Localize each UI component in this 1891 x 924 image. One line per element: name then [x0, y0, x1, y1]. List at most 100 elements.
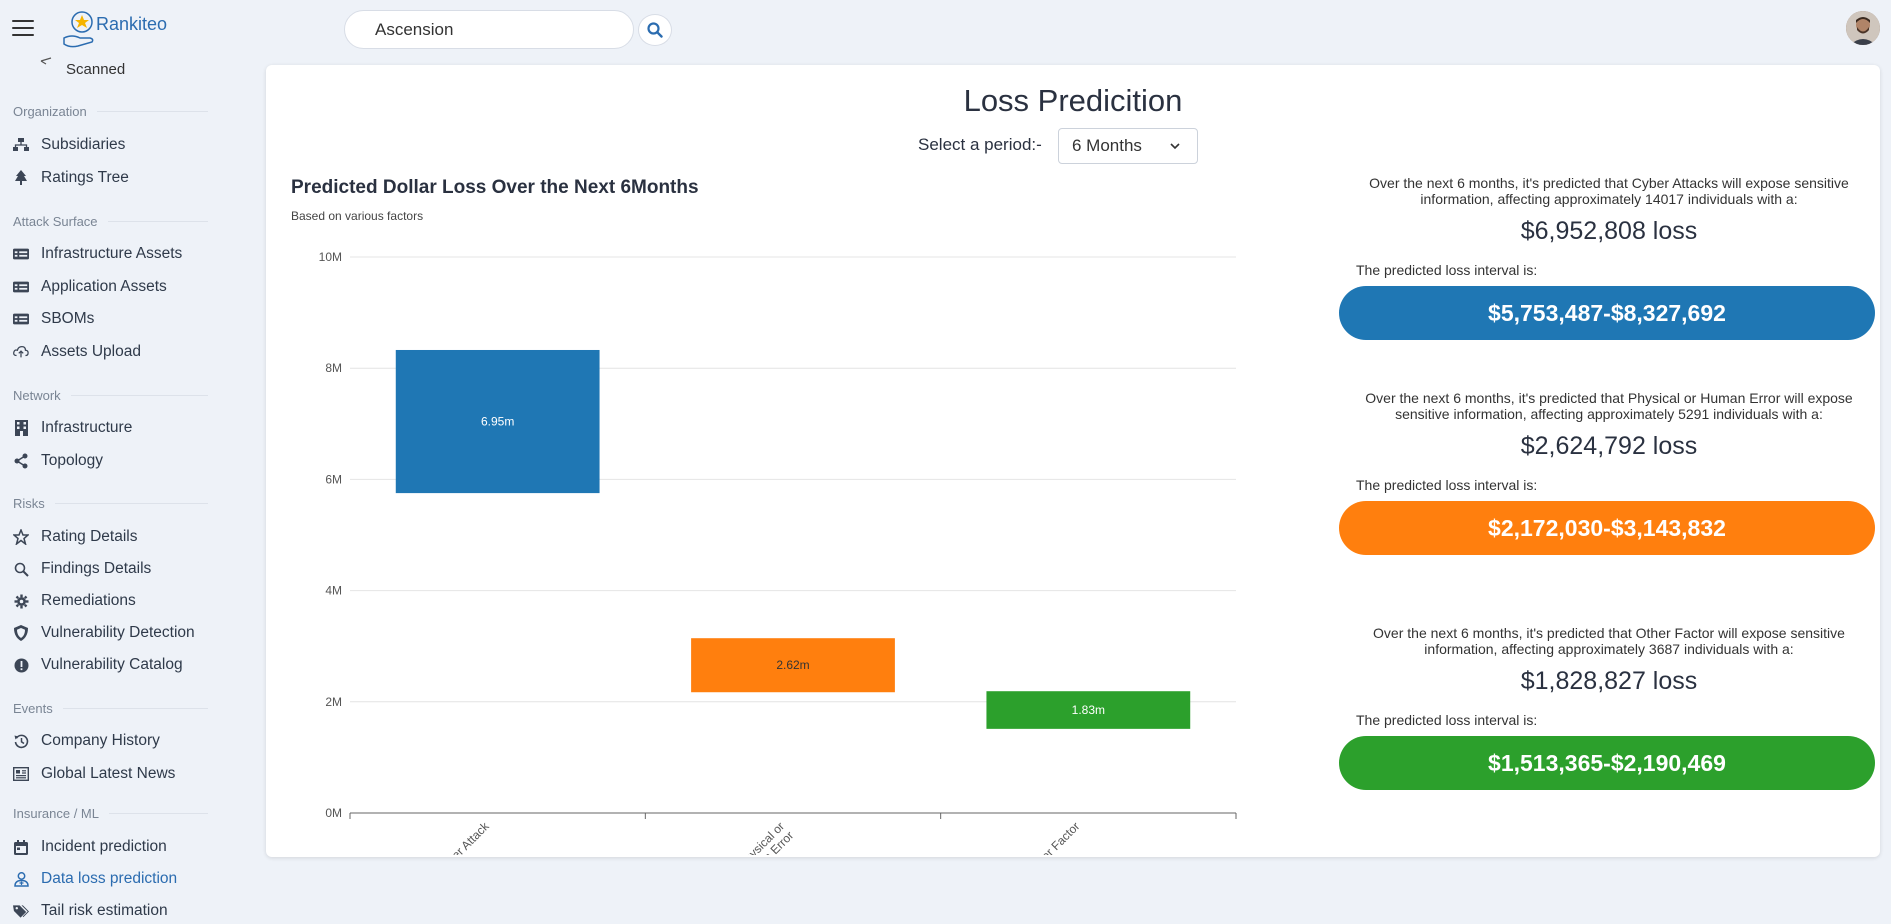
- logo[interactable]: Rankiteo: [62, 8, 172, 50]
- prediction-block-human-error: Over the next 6 months, it's predicted t…: [1339, 390, 1879, 555]
- sidebar-item-data-loss-prediction[interactable]: Data loss prediction: [13, 866, 213, 892]
- x-category-label: Other Factor: [1025, 819, 1083, 855]
- sidebar-item-label: SBOMs: [41, 310, 95, 327]
- logo-text: Rankiteo: [96, 14, 168, 34]
- prediction-interval-label: The predicted loss interval is:: [1356, 477, 1538, 493]
- sidebar-item-infrastructure[interactable]: Infrastructure: [13, 415, 213, 441]
- building-icon: [13, 420, 29, 436]
- sidebar-item-vulnerability-detection[interactable]: Vulnerability Detection: [13, 620, 213, 646]
- sidebar-item-ratings-tree[interactable]: Ratings Tree: [13, 165, 213, 191]
- sidebar-item-label: Rating Details: [41, 528, 138, 545]
- sidebar-item-label: Incident prediction: [41, 838, 167, 855]
- loss-range-chart: 0M 2M 4M 6M 8M 10M 6.95m Cyber Attack 2.62m Physi…: [319, 250, 1237, 855]
- bar-value-label: 6.95m: [481, 415, 514, 429]
- sidebar-item-incident-prediction[interactable]: Incident prediction: [13, 834, 213, 860]
- sidebar-item-label: Infrastructure Assets: [41, 245, 183, 262]
- y-tick-label: 4M: [325, 584, 342, 598]
- sidebar-item-label: Ratings Tree: [41, 169, 129, 186]
- y-tick-label: 0M: [325, 806, 342, 820]
- sidebar-item-label: Vulnerability Catalog: [41, 656, 183, 673]
- sidebar-item-label: Findings Details: [41, 560, 152, 577]
- logo-hand-star-icon: [63, 11, 94, 48]
- prediction-interval-pill: $1,513,365-$2,190,469: [1339, 736, 1875, 790]
- sidebar-item-label: Global Latest News: [41, 765, 176, 782]
- sidebar-item-tail-risk-estimation[interactable]: Tail risk estimation: [13, 898, 213, 924]
- list-card-icon: [13, 311, 29, 327]
- prediction-interval-pill: $2,172,030-$3,143,832: [1339, 501, 1875, 555]
- sidebar-item-company-history[interactable]: Company History: [13, 728, 213, 754]
- sidebar-item-assets-upload[interactable]: Assets Upload: [13, 339, 213, 365]
- section-title-organization: Organization: [13, 104, 208, 119]
- sidebar-item-global-latest-news[interactable]: Global Latest News: [13, 761, 213, 787]
- avatar[interactable]: [1846, 11, 1880, 45]
- sidebar-item-rating-details[interactable]: Rating Details: [13, 524, 213, 550]
- sidebar-item-label: Tail risk estimation: [41, 902, 168, 919]
- sidebar-item-vulnerability-catalog[interactable]: Vulnerability Catalog: [13, 652, 213, 678]
- sidebar-item-sboms[interactable]: SBOMs: [13, 306, 213, 332]
- prediction-text: Over the next 6 months, it's predicted t…: [1365, 390, 1853, 422]
- section-title-events: Events: [13, 701, 208, 716]
- sidebar-item-label: Data loss prediction: [41, 870, 178, 887]
- y-tick-label: 2M: [325, 695, 342, 709]
- prediction-interval-label: The predicted loss interval is:: [1356, 262, 1538, 278]
- newspaper-icon: [13, 766, 29, 782]
- history-icon: [13, 733, 29, 749]
- loss-prediction-card: Loss Predicition Select a period:- 6 Mon…: [266, 65, 1880, 857]
- shield-icon: [13, 625, 29, 641]
- search-input[interactable]: Ascension: [344, 10, 634, 49]
- chevron-down-icon: [1170, 143, 1180, 150]
- gear-icon: [13, 593, 29, 609]
- bar-value-label: 1.83m: [1072, 703, 1105, 717]
- sidebar-item-topology[interactable]: Topology: [13, 448, 213, 474]
- x-category-label: Cyber Attack: [434, 819, 493, 855]
- section-title-network: Network: [13, 388, 208, 403]
- prediction-text: Over the next 6 months, it's predicted t…: [1369, 175, 1849, 207]
- sidebar-item-application-assets[interactable]: Application Assets: [13, 274, 213, 300]
- prediction-loss: $6,952,808 loss: [1520, 217, 1698, 245]
- period-label: Select a period:-: [918, 135, 1042, 154]
- sidebar-item-label: Application Assets: [41, 278, 167, 295]
- sidebar-item-label: Topology: [41, 452, 104, 469]
- bar-value-label: 2.62m: [776, 658, 809, 672]
- search-button[interactable]: [638, 14, 672, 46]
- period-select[interactable]: 6 Months: [1058, 128, 1198, 164]
- chart-subtitle: Based on various factors: [291, 209, 424, 223]
- sidebar-item-label: Assets Upload: [41, 343, 141, 360]
- sidebar-item-scanned[interactable]: Scanned: [66, 61, 126, 78]
- alert-circle-icon: [13, 657, 29, 673]
- user-avatar-icon: [1846, 11, 1880, 45]
- prediction-loss: $1,828,827 loss: [1520, 667, 1698, 695]
- search-icon: [647, 22, 663, 38]
- star-icon: [13, 529, 29, 545]
- bar: [691, 638, 895, 693]
- sidebar-item-subsidiaries[interactable]: Subsidiaries: [13, 132, 213, 158]
- prediction-interval-pill: $5,753,487-$8,327,692: [1339, 286, 1875, 340]
- prediction-block-other-factor: Over the next 6 months, it's predicted t…: [1339, 625, 1879, 790]
- section-title-attack-surface: Attack Surface: [13, 214, 208, 229]
- prediction-interval-label: The predicted loss interval is:: [1356, 712, 1538, 728]
- list-card-icon: [13, 279, 29, 295]
- bar: [395, 349, 600, 494]
- y-tick-label: 6M: [325, 472, 342, 486]
- bar: [986, 691, 1191, 729]
- sidebar-item-findings-details[interactable]: Findings Details: [13, 556, 213, 582]
- prediction-loss: $2,624,792 loss: [1520, 432, 1698, 460]
- sidebar: Scanned Organization Subsidiaries Rating…: [0, 55, 220, 924]
- sidebar-item-infrastructure-assets[interactable]: Infrastructure Assets: [13, 241, 213, 267]
- magnifier-icon: [13, 561, 29, 577]
- prediction-block-cyber-attack: Over the next 6 months, it's predicted t…: [1339, 175, 1879, 340]
- hamburger-menu-icon[interactable]: [12, 20, 34, 36]
- top-bar: Rankiteo Ascension: [0, 0, 1891, 60]
- partial-scanned-icon: [40, 57, 52, 65]
- share-nodes-icon: [13, 453, 29, 469]
- y-tick-label: 8M: [325, 361, 342, 375]
- list-card-icon: [13, 246, 29, 262]
- tags-icon: [13, 903, 29, 919]
- section-title-insurance-ml: Insurance / ML: [13, 806, 208, 821]
- section-title-risks: Risks: [13, 496, 208, 511]
- prediction-text: Over the next 6 months, it's predicted t…: [1373, 625, 1845, 657]
- user-shield-icon: [13, 871, 29, 887]
- sidebar-item-label: Remediations: [41, 592, 136, 609]
- sidebar-item-remediations[interactable]: Remediations: [13, 588, 213, 614]
